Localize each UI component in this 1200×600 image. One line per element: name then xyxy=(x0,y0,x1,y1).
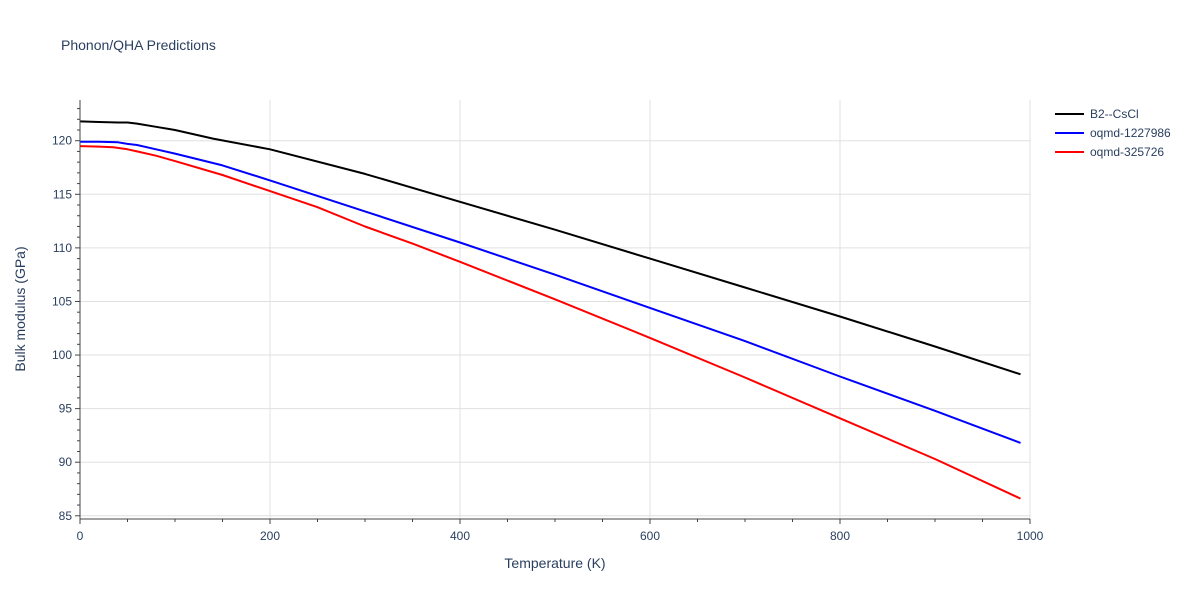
y-tick-label: 100 xyxy=(52,348,72,362)
plot-area xyxy=(79,120,1021,500)
x-tick-label: 1000 xyxy=(1017,529,1044,543)
legend-label: B2--CsCl xyxy=(1090,107,1139,121)
x-tick-label: 600 xyxy=(640,529,660,543)
y-tick-label: 85 xyxy=(59,509,73,523)
series-line-b2-cscl xyxy=(79,120,1021,376)
y-tick-label: 110 xyxy=(53,241,72,255)
x-tick-label: 400 xyxy=(450,529,470,543)
legend-item[interactable]: oqmd-325726 xyxy=(1055,145,1164,159)
series-line-oqmd-1227986 xyxy=(80,140,1021,444)
x-tick-label: 200 xyxy=(260,529,280,543)
legend-label: oqmd-1227986 xyxy=(1090,126,1171,140)
grid xyxy=(80,100,1031,519)
legend-item[interactable]: oqmd-1227986 xyxy=(1055,126,1171,140)
legend-item[interactable]: B2--CsCl xyxy=(1055,107,1139,121)
y-tick-label: 95 xyxy=(59,402,73,416)
y-tick-label: 90 xyxy=(59,455,73,469)
x-tick-label: 0 xyxy=(77,529,84,543)
chart-title: Phonon/QHA Predictions xyxy=(61,37,216,53)
y-tick-label: 105 xyxy=(52,294,72,308)
legend-label: oqmd-325726 xyxy=(1090,145,1164,159)
legend[interactable]: B2--CsCl oqmd-1227986 oqmd-325726 xyxy=(1055,107,1171,159)
y-tick-label: 115 xyxy=(53,187,72,201)
x-axis-title: Temperature (K) xyxy=(504,555,605,571)
series-line-oqmd-325726 xyxy=(79,145,1021,500)
x-tick-label: 800 xyxy=(830,529,850,543)
axes: 0 200 400 600 800 1000 85 90 95 100 105 110 115 120 xyxy=(52,100,1044,543)
y-axis-title: Bulk modulus (GPa) xyxy=(12,246,28,371)
y-tick-label: 120 xyxy=(52,134,72,148)
